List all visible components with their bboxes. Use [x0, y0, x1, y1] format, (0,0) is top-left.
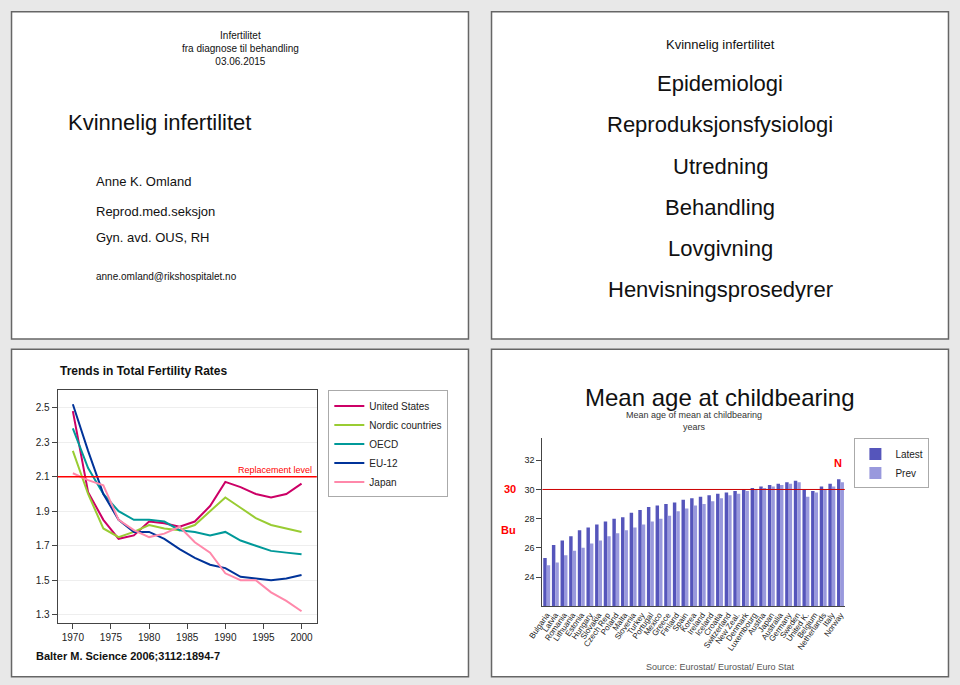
svg-text:1975: 1975 [100, 632, 123, 643]
svg-text:New Zeal.: New Zeal. [714, 611, 742, 646]
svg-text:28: 28 [525, 514, 535, 524]
svg-text:Mean age of mean at childbeari: Mean age of mean at childbearingyears [626, 410, 762, 432]
svg-text:Bulgaria: Bulgaria [527, 611, 552, 641]
svg-text:Switzerland: Switzerland [702, 611, 733, 650]
svg-text:EU-12: EU-12 [369, 458, 398, 469]
svg-text:United K.: United K. [785, 611, 811, 643]
svg-text:Turkey: Turkey [625, 611, 646, 636]
svg-text:30: 30 [525, 485, 535, 495]
svg-text:Kvinnelig infertilitet: Kvinnelig infertilitet [68, 110, 251, 135]
svg-text:anne.omland@rikshospitalet.no: anne.omland@rikshospitalet.no [96, 271, 237, 282]
svg-text:2.3: 2.3 [36, 437, 50, 448]
svg-text:Denmark: Denmark [724, 610, 751, 643]
svg-text:N: N [834, 457, 842, 469]
svg-text:Germany: Germany [767, 611, 793, 643]
svg-text:1995: 1995 [252, 632, 275, 643]
svg-text:Romania: Romania [543, 611, 569, 643]
svg-text:United States: United States [369, 401, 429, 412]
svg-text:Sweden: Sweden [778, 611, 802, 640]
svg-text:Slovenia: Slovenia [613, 611, 638, 642]
svg-text:Trends in Total Fertility Rate: Trends in Total Fertility Rates [60, 364, 227, 378]
svg-text:1.9: 1.9 [36, 506, 50, 517]
svg-text:Iceland: Iceland [694, 611, 716, 637]
svg-text:30: 30 [504, 483, 516, 495]
svg-text:Mean age at childbearing: Mean age at childbearing [585, 384, 855, 411]
svg-text:Latvia: Latvia [541, 611, 561, 634]
svg-text:Latest: Latest [895, 449, 922, 460]
svg-text:Gyn. avd. OUS, RH: Gyn. avd. OUS, RH [96, 230, 209, 245]
svg-text:Estonia: Estonia [564, 611, 587, 638]
svg-text:1.5: 1.5 [36, 575, 50, 586]
svg-text:Mexico: Mexico [642, 611, 664, 637]
svg-text:Poland: Poland [599, 611, 621, 637]
svg-text:Japan: Japan [756, 611, 776, 634]
svg-text:Reprod.med.seksjon: Reprod.med.seksjon [96, 204, 215, 219]
svg-text:Korea: Korea [679, 611, 699, 634]
svg-text:2.1: 2.1 [36, 471, 50, 482]
svg-text:26: 26 [525, 543, 535, 553]
svg-text:Malta: Malta [611, 611, 630, 633]
svg-text:Hungary: Hungary [570, 611, 595, 641]
svg-text:Nordic countries: Nordic countries [369, 420, 441, 431]
svg-text:OECD: OECD [369, 439, 398, 450]
svg-text:Norway: Norway [822, 611, 845, 638]
svg-text:Italy: Italy [821, 611, 837, 628]
svg-text:Kvinnelig infertilitet: Kvinnelig infertilitet [666, 37, 775, 52]
svg-text:1.7: 1.7 [36, 540, 50, 551]
svg-text:Belgium: Belgium [796, 611, 820, 640]
svg-text:Source: Eurostat/ Eurostat/ Eu: Source: Eurostat/ Eurostat/ Euro Stat [646, 662, 795, 672]
svg-text:2.5: 2.5 [36, 402, 50, 413]
svg-text:Infertilitetfra diagnose til b: Infertilitetfra diagnose til behandling0… [182, 30, 299, 67]
svg-text:Henvisningsprosedyrer: Henvisningsprosedyrer [608, 277, 833, 302]
svg-text:Australia: Australia [760, 611, 786, 642]
svg-text:Croatia: Croatia [702, 611, 724, 638]
svg-text:Balter M. Science 2006;3112:18: Balter M. Science 2006;3112:1894-7 [36, 650, 220, 662]
svg-text:Greece: Greece [650, 611, 673, 638]
svg-text:Anne K. Omland: Anne K. Omland [96, 174, 191, 189]
svg-text:Finland: Finland [659, 611, 681, 638]
svg-text:Replacement level: Replacement level [238, 465, 312, 475]
svg-text:32: 32 [525, 455, 535, 465]
svg-text:1990: 1990 [214, 632, 237, 643]
svg-text:1985: 1985 [176, 632, 199, 643]
svg-text:Lithuania: Lithuania [552, 611, 578, 643]
svg-text:24: 24 [525, 572, 535, 582]
svg-text:Prev: Prev [895, 468, 916, 479]
svg-text:Epidemiologi: Epidemiologi [657, 71, 783, 96]
svg-text:Slovakia: Slovakia [579, 611, 604, 641]
svg-text:Luxembourg: Luxembourg [726, 611, 759, 653]
svg-text:1970: 1970 [62, 632, 85, 643]
svg-text:Portugal: Portugal [631, 611, 656, 641]
svg-text:Ireland: Ireland [686, 611, 707, 636]
svg-text:1980: 1980 [138, 632, 161, 643]
svg-text:Bu: Bu [501, 524, 516, 536]
svg-text:Lovgivning: Lovgivning [668, 236, 773, 261]
svg-text:Spain: Spain [671, 611, 690, 633]
svg-text:Netherlands: Netherlands [796, 611, 828, 652]
svg-text:Japan: Japan [369, 477, 396, 488]
svg-text:Reproduksjonsfysiologi: Reproduksjonsfysiologi [607, 112, 833, 137]
svg-text:Behandling: Behandling [665, 195, 775, 220]
svg-text:2000: 2000 [290, 632, 313, 643]
svg-text:Utredning: Utredning [673, 154, 768, 179]
svg-text:Czech Rep: Czech Rep [582, 611, 612, 649]
svg-text:Austria: Austria [746, 611, 768, 637]
svg-text:1.3: 1.3 [36, 609, 50, 620]
